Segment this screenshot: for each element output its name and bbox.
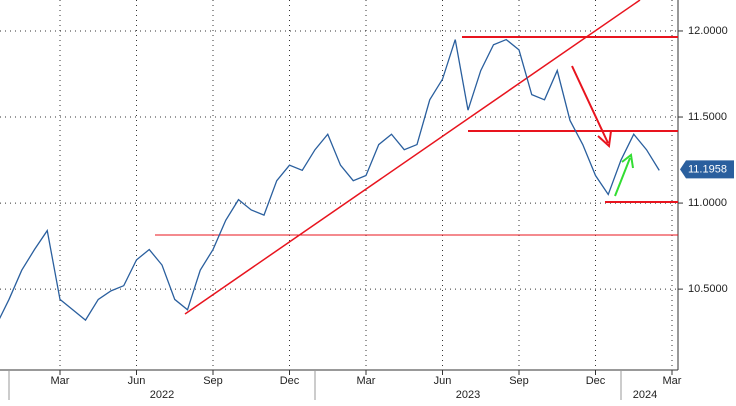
arrow-up: [614, 153, 634, 197]
x-tick-label: Mar: [51, 375, 70, 387]
x-tick-label: Dec: [586, 375, 606, 387]
trend-line: [184, 0, 641, 315]
x-tick-label: Sep: [203, 375, 223, 387]
y-tick-label: 12.0000: [688, 25, 728, 37]
year-label: 2022: [150, 389, 174, 401]
price-line: [0, 38, 660, 322]
x-tick-label: Sep: [509, 375, 529, 387]
arrow-down: [571, 65, 612, 149]
last-value-label: 11.1958: [688, 163, 727, 175]
last-value-badge: [680, 160, 734, 179]
y-tick-label: 11.5000: [688, 111, 727, 123]
y-tick-label: 11.0000: [688, 197, 727, 209]
year-label: 2024: [633, 389, 657, 401]
year-label: 2023: [456, 389, 480, 401]
x-tick-label: Mar: [357, 375, 376, 387]
x-tick-label: Mar: [663, 375, 682, 387]
x-tick-label: Dec: [280, 375, 300, 387]
x-tick-label: Jun: [434, 375, 452, 387]
y-tick-label: 10.5000: [688, 283, 728, 295]
x-tick-label: Jun: [128, 375, 146, 387]
